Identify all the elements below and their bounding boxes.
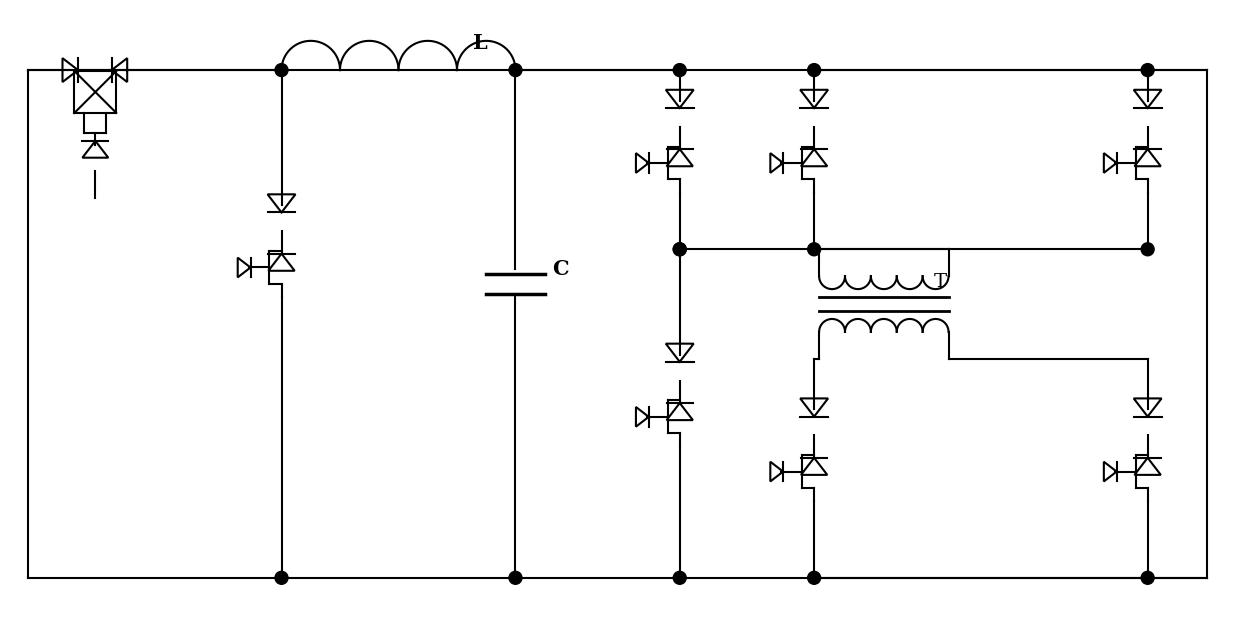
Circle shape: [673, 64, 686, 77]
Circle shape: [508, 572, 522, 584]
Circle shape: [673, 243, 686, 256]
Circle shape: [508, 64, 522, 77]
Circle shape: [807, 572, 821, 584]
Text: T: T: [934, 273, 946, 291]
Circle shape: [807, 64, 821, 77]
Circle shape: [673, 243, 686, 256]
Circle shape: [673, 572, 686, 584]
Circle shape: [807, 243, 821, 256]
Circle shape: [275, 572, 288, 584]
Circle shape: [1141, 243, 1154, 256]
Circle shape: [1141, 572, 1154, 584]
Text: L: L: [474, 33, 489, 53]
Circle shape: [1141, 64, 1154, 77]
Circle shape: [275, 64, 288, 77]
Text: C: C: [552, 259, 569, 279]
